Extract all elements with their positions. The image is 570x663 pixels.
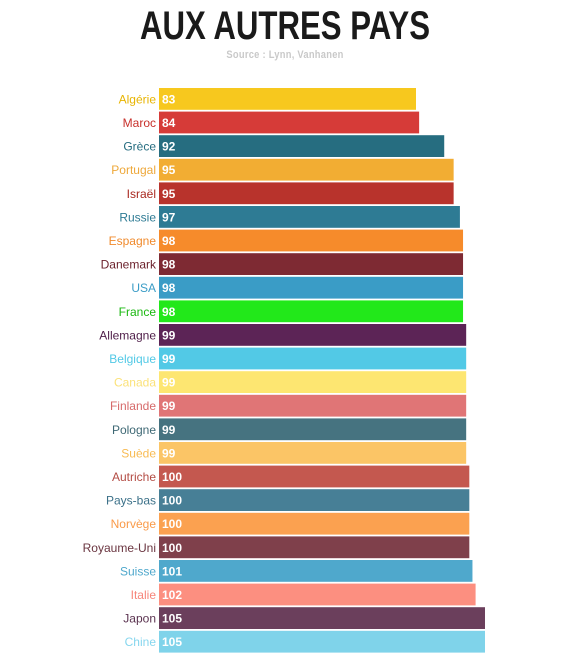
bar-su-de (159, 442, 467, 464)
bar-pologne (159, 418, 467, 441)
value-label: 99 (162, 352, 176, 366)
bar-norv-ge (159, 512, 470, 535)
category-label: USA (131, 281, 156, 295)
value-label: 95 (162, 187, 176, 201)
category-label: Japon (123, 612, 156, 626)
category-label: Russie (119, 210, 156, 224)
category-label: Israël (127, 187, 156, 201)
category-label: Royaume-Uni (83, 541, 156, 555)
category-label: France (119, 305, 157, 319)
bar-italie (159, 583, 476, 606)
category-label: Pays-bas (106, 494, 156, 508)
bar-finlande (159, 394, 467, 417)
chart-source: Source : Lynn, Vanhanen (226, 49, 344, 61)
value-label: 100 (162, 470, 182, 484)
value-label: 92 (162, 140, 176, 154)
category-label: Suisse (120, 564, 156, 578)
category-label: Belgique (109, 352, 156, 366)
bar-maroc (159, 111, 420, 134)
value-label: 99 (162, 328, 176, 342)
bar-russie (159, 206, 460, 228)
category-label: Allemagne (99, 328, 156, 342)
value-label: 97 (162, 210, 176, 224)
value-label: 99 (162, 423, 176, 437)
value-label: 105 (162, 635, 182, 649)
category-label: Portugal (111, 163, 156, 177)
value-label: 99 (162, 446, 176, 460)
category-label: Italie (131, 588, 157, 602)
category-label: Suède (121, 446, 156, 460)
value-label: 98 (162, 305, 176, 319)
value-label: 83 (162, 92, 176, 106)
category-label: Norvège (111, 517, 157, 531)
bar-pays-bas (159, 489, 470, 511)
category-label: Algérie (119, 92, 157, 106)
bar-chine (159, 630, 485, 653)
category-label: Danemark (101, 258, 157, 272)
bar-canada (159, 371, 467, 393)
bar-belgique (159, 347, 467, 370)
value-label: 100 (162, 517, 182, 531)
value-label: 105 (162, 612, 182, 626)
bar-gr-ce (159, 135, 445, 157)
bar-allemagne (159, 324, 467, 346)
bar-alg-rie (159, 88, 416, 110)
value-label: 99 (162, 399, 176, 413)
bar-espagne (159, 229, 464, 252)
bar-japon (159, 607, 485, 629)
category-label: Chine (125, 635, 157, 649)
category-label: Pologne (112, 423, 156, 437)
bar-suisse (159, 560, 473, 582)
bar-autriche (159, 465, 470, 488)
value-label: 98 (162, 234, 176, 248)
value-label: 95 (162, 163, 176, 177)
category-label: Grèce (123, 140, 156, 154)
value-label: 100 (162, 494, 182, 508)
chart-title: AUX AUTRES PAYS (139, 4, 431, 48)
value-label: 98 (162, 258, 176, 272)
bar-royaume-uni (159, 536, 470, 559)
value-label: 101 (162, 564, 182, 578)
category-label: Canada (114, 376, 156, 390)
category-label: Finlande (110, 399, 156, 413)
bar-portugal (159, 158, 454, 181)
value-label: 102 (162, 588, 182, 602)
value-label: 99 (162, 376, 176, 390)
category-label: Espagne (109, 234, 157, 248)
value-label: 84 (162, 116, 176, 130)
bar-isra-l (159, 182, 454, 205)
bar-danemark (159, 253, 464, 275)
category-label: Autriche (112, 470, 156, 484)
value-label: 98 (162, 281, 176, 295)
value-label: 100 (162, 541, 182, 555)
category-label: Maroc (123, 116, 156, 130)
bar-usa (159, 276, 464, 299)
bar-france (159, 300, 464, 323)
